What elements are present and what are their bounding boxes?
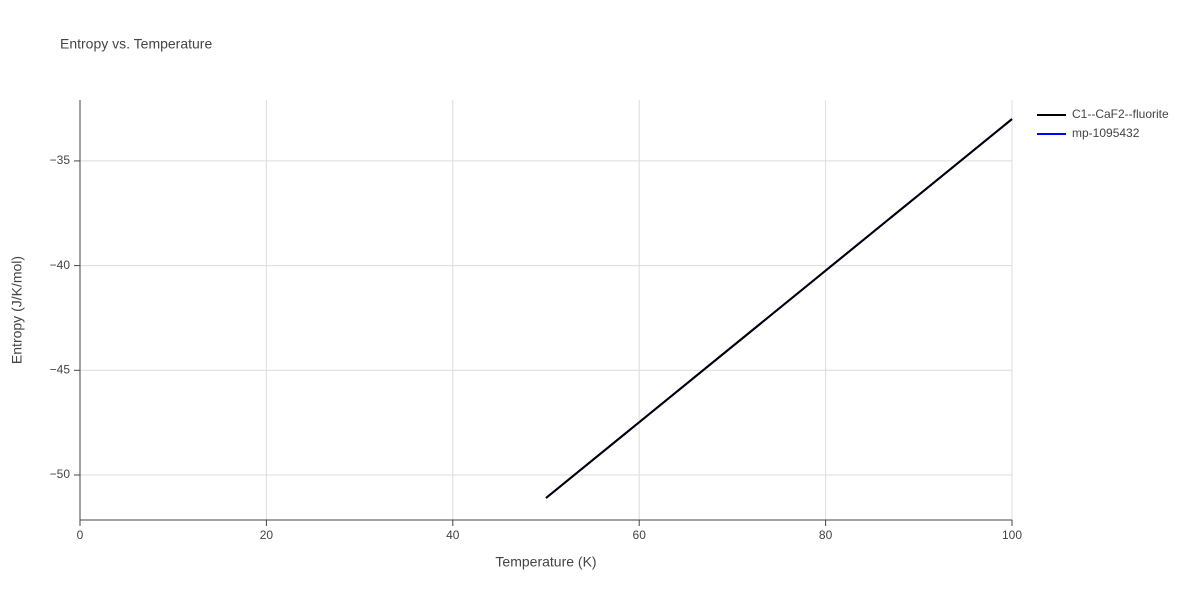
x-tick-label: 0 <box>77 528 84 542</box>
legend-label: mp-1095432 <box>1072 126 1140 140</box>
x-tick-label: 20 <box>260 528 274 542</box>
y-tick-label: −35 <box>50 153 71 167</box>
y-axis-label: Entropy (J/K/mol) <box>9 256 25 364</box>
x-tick-label: 80 <box>819 528 833 542</box>
y-tick-label: −40 <box>50 258 71 272</box>
y-tick-label: −50 <box>50 467 71 481</box>
y-tick-label: −45 <box>50 362 71 376</box>
legend-label: C1--CaF2--fluorite <box>1072 107 1169 121</box>
chart-title: Entropy vs. Temperature <box>60 36 212 52</box>
x-axis-label: Temperature (K) <box>495 554 596 570</box>
line-series <box>545 118 1013 499</box>
x-tick-label: 40 <box>446 528 460 542</box>
x-tick-label: 100 <box>1002 528 1022 542</box>
x-tick-label: 60 <box>633 528 647 542</box>
